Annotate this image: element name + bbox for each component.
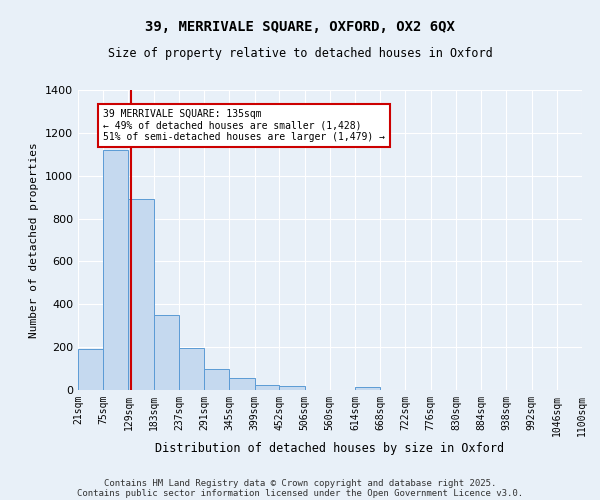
Bar [103,150,128,390]
Bar [204,368,229,390]
Bar [355,387,380,390]
Bar [78,350,103,390]
Text: 39, MERRIVALE SQUARE, OXFORD, OX2 6QX: 39, MERRIVALE SQUARE, OXFORD, OX2 6QX [145,20,455,34]
Text: 39 MERRIVALE SQUARE: 135sqm
← 49% of detached houses are smaller (1,428)
51% of : 39 MERRIVALE SQUARE: 135sqm ← 49% of det… [103,110,385,142]
X-axis label: Distribution of detached houses by size in Oxford: Distribution of detached houses by size … [155,442,505,454]
Bar [254,384,280,390]
Text: Size of property relative to detached houses in Oxford: Size of property relative to detached ho… [107,48,493,60]
Text: Contains public sector information licensed under the Open Government Licence v3: Contains public sector information licen… [77,488,523,498]
Text: Contains HM Land Registry data © Crown copyright and database right 2025.: Contains HM Land Registry data © Crown c… [104,478,496,488]
Bar [154,315,179,390]
Bar [179,348,204,390]
Bar [229,378,254,390]
Bar [280,386,305,390]
Bar [128,200,154,390]
Y-axis label: Number of detached properties: Number of detached properties [29,142,40,338]
